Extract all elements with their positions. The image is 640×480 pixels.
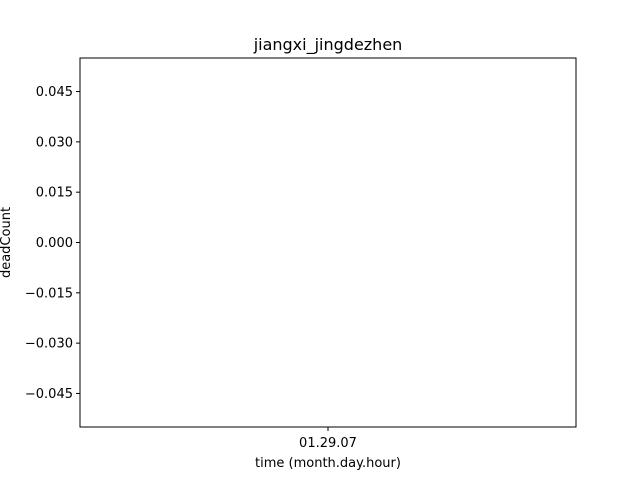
- y-tick-label: 0.030: [36, 135, 73, 150]
- y-tick-label: 0.045: [36, 85, 73, 100]
- y-tick-label: −0.015: [25, 286, 73, 301]
- x-tick-label: 01.29.07: [299, 436, 357, 451]
- x-axis-label: time (month.day.hour): [255, 456, 401, 471]
- chart-title: jiangxi_jingdezhen: [253, 35, 403, 55]
- y-axis-label: deadCount: [0, 207, 14, 278]
- y-tick-label: 0.000: [36, 236, 73, 251]
- x-axis-ticks: 01.29.07: [299, 427, 357, 451]
- plot-area-frame: [79, 57, 577, 428]
- y-axis-ticks: 0.045 0.030 0.015 0.000 −0.015 −0.030 −0.045: [25, 85, 80, 402]
- y-tick-label: −0.045: [25, 387, 73, 402]
- y-tick-label: −0.030: [25, 337, 73, 352]
- y-tick-label: 0.015: [36, 186, 73, 201]
